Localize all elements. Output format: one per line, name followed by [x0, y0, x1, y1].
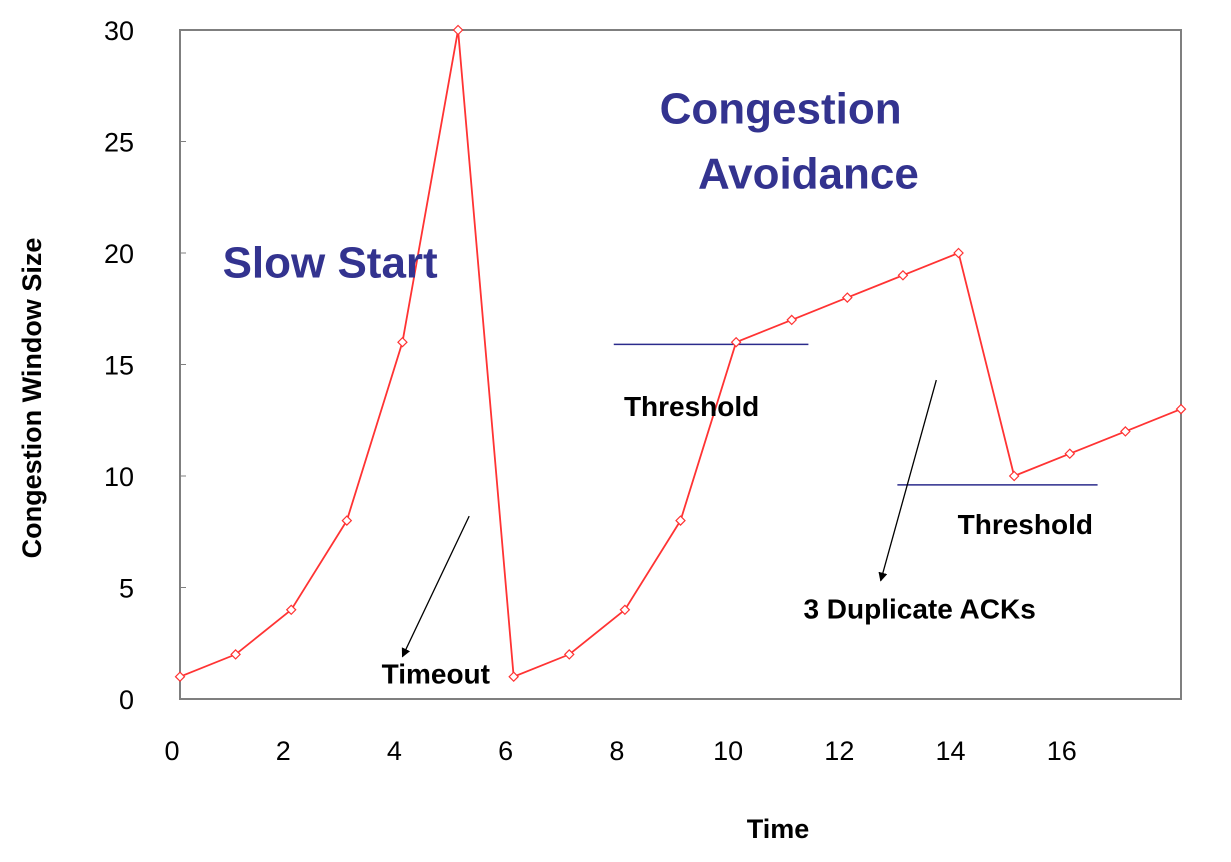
data-point: [897, 269, 909, 281]
data-point: [508, 671, 520, 683]
y-tick-label: 20: [104, 239, 134, 269]
annotation-congestion: Congestion: [660, 85, 902, 134]
x-tick-label: 6: [498, 736, 513, 766]
x-axis-ticks: 0 2 4 6 8 10 12 14 16: [164, 736, 1076, 766]
data-point: [230, 649, 241, 660]
data-point: [841, 292, 853, 303]
annotation-labels: Slow Start Congestion Avoidance Threshold Th…: [223, 85, 1093, 690]
x-tick-label: 0: [164, 736, 179, 766]
x-tick-label: 8: [609, 736, 624, 766]
x-tick-label: 14: [936, 736, 966, 766]
x-tick-label: 12: [824, 736, 854, 766]
data-point: [397, 336, 408, 348]
y-axis-ticks: 0 5 10 15 20 25 30: [104, 16, 186, 715]
data-point: [1008, 470, 1020, 482]
annotation-dup-acks: 3 Duplicate ACKs: [803, 594, 1035, 625]
data-point: [619, 604, 631, 616]
y-tick-label: 15: [104, 351, 134, 381]
y-tick-label: 5: [119, 574, 134, 604]
annotation-arrow: [401, 515, 470, 658]
data-point: [452, 24, 464, 36]
y-axis-title: Congestion Window Size: [17, 238, 47, 559]
x-tick-label: 4: [387, 736, 402, 766]
threshold-lines: [613, 343, 1098, 486]
y-tick-label: 25: [104, 128, 134, 158]
data-point: [675, 515, 686, 526]
annotation-threshold-2: Threshold: [958, 509, 1093, 540]
data-point: [786, 314, 798, 326]
data-point: [563, 649, 575, 660]
annotation-arrows: [401, 379, 937, 658]
annotation-arrow: [878, 379, 937, 582]
data-point: [1120, 426, 1131, 437]
data-point: [341, 515, 353, 526]
x-tick-label: 16: [1047, 736, 1077, 766]
series-group: [174, 24, 1187, 683]
y-tick-label: 30: [104, 16, 134, 46]
x-axis-title: Time: [747, 814, 810, 844]
x-tick-label: 2: [276, 736, 291, 766]
data-point: [953, 247, 964, 259]
y-tick-label: 10: [104, 462, 134, 492]
annotation-avoidance: Avoidance: [698, 149, 919, 198]
y-tick-label: 0: [119, 685, 134, 715]
data-point: [1064, 448, 1076, 460]
annotation-timeout: Timeout: [382, 658, 490, 689]
x-tick-label: 10: [713, 736, 743, 766]
data-point: [730, 336, 742, 348]
data-point: [1175, 403, 1187, 415]
data-point: [174, 671, 186, 683]
annotation-threshold-1: Threshold: [624, 391, 759, 422]
data-point: [285, 604, 297, 616]
annotation-slow-start: Slow Start: [223, 239, 438, 288]
